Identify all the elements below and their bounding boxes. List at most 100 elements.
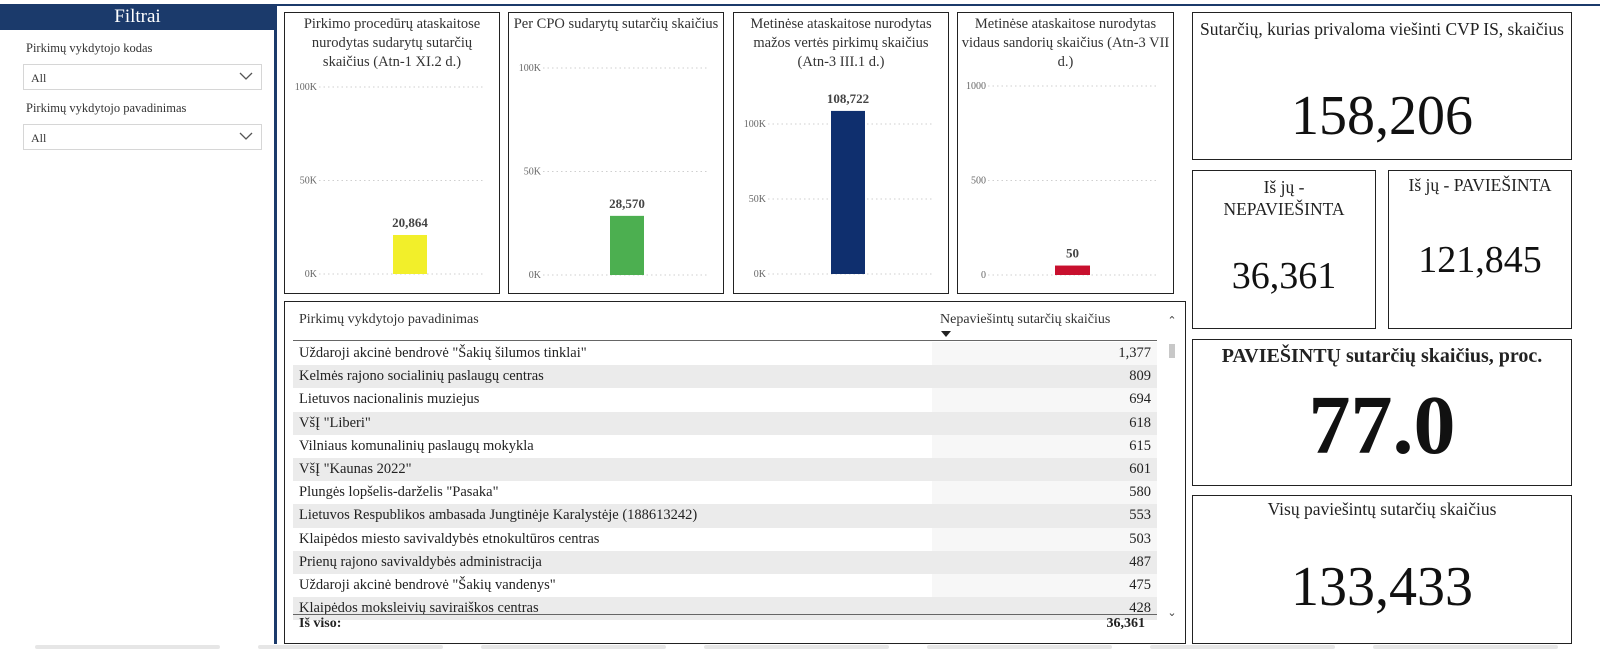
page-tab[interactable]: [927, 645, 1112, 649]
chart-title: Metinėse ataskaitose nurodytas vidaus sa…: [961, 16, 1170, 70]
cell-name: Plungės lopšelis-darželis "Pasaka": [299, 484, 499, 501]
page-tab[interactable]: [1373, 645, 1558, 649]
count-cell-bg: [932, 434, 1157, 458]
y-tick-label: 500: [971, 176, 986, 187]
kpi-value-percent: 77.0: [1308, 379, 1456, 472]
kpi-card-all-published: Visų paviešintų sutarčių skaičius 133,43…: [1192, 495, 1572, 644]
table-row[interactable]: Klaipėdos moksleivių saviraiškos centras…: [293, 597, 1157, 621]
y-tick-label: 50K: [524, 167, 542, 178]
count-cell-bg: [932, 412, 1157, 435]
kpi-value-total: 158,206: [1291, 85, 1473, 147]
total-divider: [293, 614, 1157, 615]
kpi-value-published: 121,845: [1418, 239, 1542, 281]
filter-select-name[interactable]: All: [23, 124, 262, 150]
count-cell-bg: [932, 481, 1157, 505]
filter-select-code-value: All: [31, 71, 47, 85]
table-row[interactable]: Lietuvos nacionalinis muziejus 694: [293, 388, 1157, 412]
cell-name: VšĮ "Kaunas 2022": [299, 460, 412, 477]
bar[interactable]: [1055, 265, 1090, 275]
count-cell-bg: [932, 458, 1157, 481]
bar[interactable]: [831, 110, 865, 275]
chart-card-cpo: Per CPO sudarytų sutarčių skaičius 0K 50K…: [508, 12, 724, 294]
cell-name: Klaipėdos moksleivių saviraiškos centras: [299, 600, 539, 617]
filter-label-code: Pirkimų vykdytojo kodas: [26, 41, 153, 55]
cell-count: 475: [1129, 576, 1151, 593]
bar-chart-atn1: 0K 50K 100K 20,864: [295, 82, 485, 280]
kpi-card-total: Sutarčių, kurias privaloma viešinti CVP …: [1192, 12, 1572, 160]
table-row[interactable]: Uždaroji akcinė bendrovė "Šakių vandenys…: [293, 573, 1157, 598]
sort-desc-icon: [941, 331, 951, 337]
bar-value-label: 108,722: [827, 91, 869, 106]
filter-label-name: Pirkimų vykdytojo pavadinimas: [26, 101, 187, 115]
chevron-down-icon: [239, 72, 253, 80]
table-row[interactable]: Uždaroji akcinė bendrovė "Šakių šilumos …: [293, 342, 1157, 366]
cell-count: 428: [1129, 600, 1151, 617]
cell-count: 809: [1129, 368, 1151, 385]
cell-count: 601: [1129, 460, 1151, 477]
table-row[interactable]: Klaipėdos miesto savivaldybės etnokultūr…: [293, 527, 1157, 551]
y-tick-label: 100K: [519, 63, 542, 74]
scroll-up-icon[interactable]: ⌃: [1167, 314, 1177, 327]
table-row[interactable]: VšĮ "Liberi" 618: [293, 411, 1157, 435]
kpi-value-unpublished: 36,361: [1231, 255, 1337, 297]
column-header-count[interactable]: Nepaviešintų sutarčių skaičius: [940, 312, 1111, 327]
y-tick-label: 0K: [305, 269, 318, 280]
column-header-name[interactable]: Pirkimų vykdytojo pavadinimas: [299, 312, 479, 327]
kpi-title-total: Sutarčių, kurias privaloma viešinti CVP …: [1200, 19, 1564, 39]
cell-count: 1,377: [1118, 345, 1151, 361]
scroll-thumb[interactable]: [1169, 344, 1175, 358]
chart-title: Metinėse ataskaitose nurodytas mažos ver…: [750, 16, 932, 70]
bar-chart-atn3-small: 0K 50K 100K 108,722: [744, 91, 934, 280]
count-cell-bg: [932, 527, 1157, 551]
cell-count: 580: [1129, 484, 1151, 501]
table-row[interactable]: VšĮ "Kaunas 2022" 601: [293, 457, 1157, 482]
cell-name: Lietuvos nacionalinis muziejus: [299, 391, 480, 408]
chart-card-atn3-small: Metinėse ataskaitose nurodytas mažos ver…: [733, 12, 949, 294]
table-row[interactable]: Vilniaus komunalinių paslaugų mokykla 615: [293, 434, 1157, 458]
count-cell-bg: [932, 388, 1157, 412]
kpi-card-percent: PAVIEŠINTŲ sutarčių skaičius, proc. 77.0: [1192, 339, 1572, 486]
y-tick-label: 0: [981, 270, 986, 281]
page-tab[interactable]: [258, 645, 443, 649]
y-tick-label: 0K: [754, 269, 767, 280]
kpi-card-unpublished: Iš jų - NEPAVIEŠINTA 36,361: [1192, 170, 1376, 329]
page-tab[interactable]: [704, 645, 889, 649]
y-tick-label: 50K: [300, 176, 318, 187]
cell-count: 487: [1129, 553, 1151, 570]
cell-count: 618: [1129, 414, 1151, 431]
filter-panel-title: Filtrai: [0, 4, 275, 30]
total-label: Iš viso:: [299, 616, 342, 631]
chart-title: Per CPO sudarytų sutarčių skaičius: [513, 16, 719, 32]
cell-name: Klaipėdos miesto savivaldybės etnokultūr…: [299, 530, 600, 547]
y-tick-label: 100K: [295, 82, 318, 93]
table-row[interactable]: Lietuvos Respublikos ambasada Jungtinėje…: [293, 504, 1157, 528]
bar[interactable]: [393, 234, 427, 274]
kpi-title-all-published: Visų paviešintų sutarčių skaičius: [1267, 499, 1497, 519]
chevron-down-icon: [239, 132, 253, 140]
cell-count: 694: [1129, 391, 1151, 408]
filter-select-code[interactable]: All: [23, 64, 262, 90]
bar[interactable]: [610, 215, 644, 275]
page-tab[interactable]: [1150, 645, 1335, 649]
page-tab[interactable]: [35, 645, 220, 649]
scroll-down-icon[interactable]: ⌄: [1167, 606, 1177, 619]
top-divider: [274, 4, 1600, 6]
kpi-title-unpublished: Iš jų - NEPAVIEŠINTA: [1223, 177, 1345, 219]
count-cell-bg: [932, 342, 1157, 366]
count-cell-bg: [932, 551, 1157, 574]
cell-name: Vilniaus komunalinių paslaugų mokykla: [299, 437, 534, 454]
total-value: 36,361: [1106, 616, 1146, 631]
table-scrollbar[interactable]: ⌃ ⌄: [1165, 314, 1179, 619]
bar-value-label: 28,570: [609, 196, 645, 211]
page-tab[interactable]: [481, 645, 666, 649]
bar-chart-cpo: 0K 50K 100K 28,570: [519, 63, 709, 281]
bar-chart-atn3-internal: 0 500 1000 50: [966, 81, 1158, 281]
chart-card-atn3-internal: Metinėse ataskaitose nurodytas vidaus sa…: [957, 12, 1174, 294]
table-row[interactable]: Plungės lopšelis-darželis "Pasaka" 580: [293, 481, 1157, 505]
kpi-card-published: Iš jų - PAVIEŠINTA 121,845: [1388, 170, 1572, 329]
table-row[interactable]: Kelmės rajono socialinių paslaugų centra…: [293, 365, 1157, 389]
table-row[interactable]: Prienų rajono savivaldybės administracij…: [293, 550, 1157, 574]
cell-count: 503: [1129, 530, 1151, 547]
cell-name: VšĮ "Liberi": [299, 414, 371, 431]
cell-name: Prienų rajono savivaldybės administracij…: [299, 553, 542, 570]
